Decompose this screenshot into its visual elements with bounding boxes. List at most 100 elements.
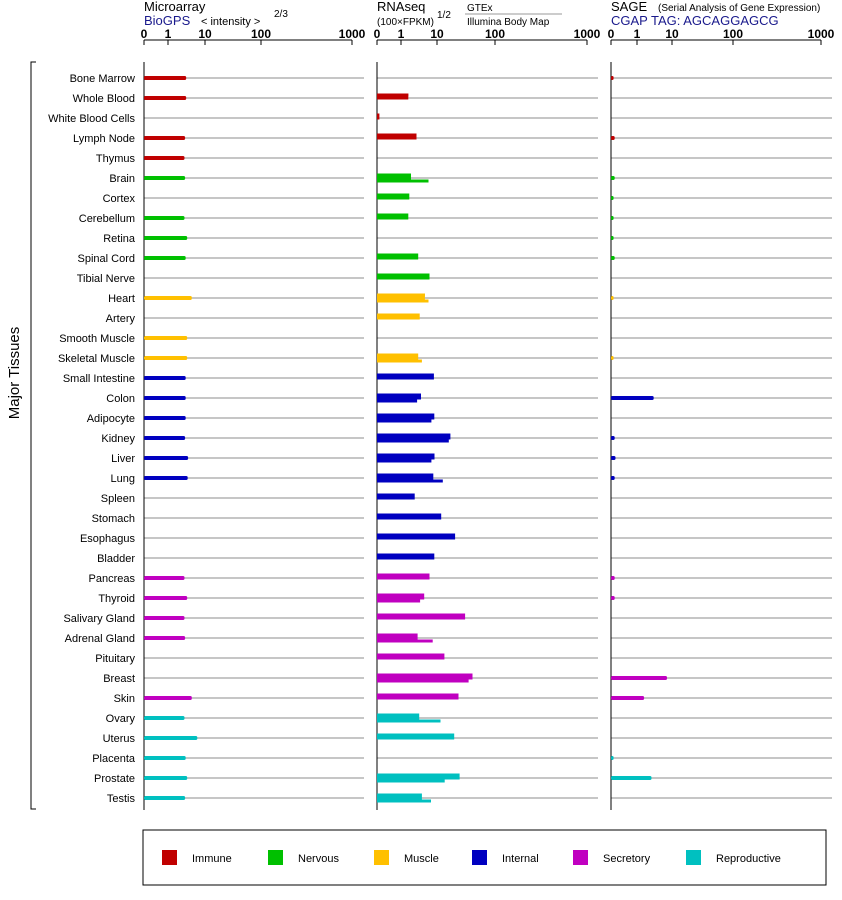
- bar-sage-colon: [611, 396, 654, 400]
- bar-rnaseq-prostate: [377, 779, 445, 783]
- bar-sage-prostate: [611, 776, 652, 780]
- tissue-label: Adrenal Gland: [65, 633, 135, 645]
- legend-label-reproductive: Reproductive: [716, 853, 781, 865]
- bar-microarray-salivary-gland: [144, 616, 185, 620]
- legend: Immune Nervous Muscle Internal Secretory Repr…: [162, 850, 781, 865]
- bar-microarray-skin: [144, 696, 192, 700]
- tissue-label: Brain: [109, 173, 135, 185]
- axis-tick-label: 100: [251, 27, 271, 41]
- bar-sage-thyroid: [611, 596, 615, 600]
- rnaseq-axis-label: (100×FPKM): [377, 17, 434, 28]
- bar-rnaseq-bladder: [377, 556, 435, 560]
- sage-title-note: (Serial Analysis of Gene Expression): [658, 3, 820, 14]
- bar-rnaseq-colon: [377, 393, 421, 397]
- bar-rnaseq-adipocyte: [377, 413, 435, 417]
- axis-tick-label: 0: [608, 27, 615, 41]
- axis-tick-label: 1: [634, 27, 641, 41]
- y-axis-bracket: [30, 61, 36, 810]
- bar-sage-skeletal-muscle: [611, 356, 614, 360]
- legend-swatch-reproductive: [686, 850, 701, 865]
- axis-tick-label: 1000: [808, 27, 835, 41]
- bar-rnaseq-white-blood-cells: [377, 116, 380, 120]
- legend-label-muscle: Muscle: [404, 853, 439, 865]
- bar-rnaseq-heart: [377, 293, 425, 297]
- bar-rnaseq-lymph-node: [377, 133, 417, 137]
- panel-header-microarray: Microarray BioGPS < intensity > 2/3: [144, 0, 288, 28]
- bar-rnaseq-lung: [377, 473, 434, 477]
- tissue-label: Thyroid: [98, 593, 135, 605]
- bar-rnaseq-lymph-node: [377, 136, 417, 140]
- chart-panels: 0 1 10 100 1000 0 1 10 100 1000 0 1 10 100 1000: [141, 27, 835, 810]
- axis-tick-label: 0: [374, 27, 381, 41]
- tissue-label: Adipocyte: [87, 413, 135, 425]
- axis-tick-label: 1: [165, 27, 172, 41]
- bar-rnaseq-heart: [377, 299, 429, 303]
- bar-rnaseq-colon: [377, 396, 421, 400]
- sage-title: SAGE: [611, 0, 647, 14]
- bar-rnaseq-pituitary: [377, 656, 445, 660]
- tissue-label: Bladder: [97, 553, 135, 565]
- bar-rnaseq-small-intestine: [377, 376, 434, 380]
- tissue-label: Prostate: [94, 773, 135, 785]
- bar-microarray-thyroid: [144, 596, 188, 600]
- bar-microarray-adipocyte: [144, 416, 186, 420]
- bar-rnaseq-thyroid: [377, 599, 421, 603]
- tissue-label: Skin: [114, 693, 135, 705]
- bar-rnaseq-kidney: [377, 439, 449, 443]
- bar-rnaseq-adipocyte: [377, 416, 435, 420]
- microarray-subtitle: BioGPS: [144, 13, 191, 28]
- bar-rnaseq-brain: [377, 176, 411, 180]
- bar-sage-lymph-node: [611, 136, 615, 140]
- y-axis-label: Major Tissues: [6, 327, 23, 420]
- bar-rnaseq-prostate: [377, 776, 460, 780]
- rnaseq-legend-gtex: GTEx: [467, 3, 493, 14]
- bar-rnaseq-spinal-cord: [377, 256, 419, 260]
- bar-microarray-retina: [144, 236, 188, 240]
- bar-rnaseq-liver: [377, 453, 435, 457]
- bar-rnaseq-white-blood-cells: [377, 113, 380, 117]
- tissue-label: Liver: [111, 453, 135, 465]
- bar-rnaseq-salivary-gland: [377, 616, 466, 620]
- tissue-label: Stomach: [92, 513, 135, 525]
- tissue-label: Testis: [107, 793, 136, 805]
- bar-rnaseq-testis: [377, 796, 422, 800]
- bar-microarray-kidney: [144, 436, 186, 440]
- axis-tick-label: 1: [398, 27, 405, 41]
- tissue-label: Esophagus: [80, 533, 136, 545]
- bar-rnaseq-esophagus: [377, 533, 456, 537]
- microarray-title: Microarray: [144, 0, 206, 14]
- bar-microarray-spinal-cord: [144, 256, 186, 260]
- bar-rnaseq-pancreas: [377, 573, 430, 577]
- bar-rnaseq-bladder: [377, 553, 435, 557]
- bar-sage-placenta: [611, 756, 614, 760]
- bar-rnaseq-ovary: [377, 713, 420, 717]
- bar-rnaseq-uterus: [377, 736, 455, 740]
- bar-rnaseq-ovary: [377, 716, 420, 720]
- bar-rnaseq-testis: [377, 799, 431, 803]
- microarray-axis-exponent: 2/3: [274, 9, 288, 20]
- bar-rnaseq-small-intestine: [377, 373, 434, 377]
- legend-label-internal: Internal: [502, 853, 539, 865]
- panel-rnaseq: 0 1 10 100 1000: [374, 27, 601, 810]
- tissue-label: Placenta: [92, 753, 136, 765]
- bar-microarray-lymph-node: [144, 136, 186, 140]
- legend-label-nervous: Nervous: [298, 853, 339, 865]
- sage-subtitle: CGAP TAG: AGCAGGAGCG: [611, 13, 779, 28]
- tissue-label: Colon: [106, 393, 135, 405]
- legend-swatch-secretory: [573, 850, 588, 865]
- bar-microarray-adrenal-gland: [144, 636, 186, 640]
- bar-sage-retina: [611, 236, 614, 240]
- bar-rnaseq-testis: [377, 793, 422, 797]
- legend-label-immune: Immune: [192, 853, 232, 865]
- tissue-label: Ovary: [106, 713, 136, 725]
- tissue-label: Spleen: [101, 493, 135, 505]
- axis-tick-label: 10: [430, 27, 444, 41]
- tissue-label: Bone Marrow: [70, 73, 135, 85]
- legend-swatch-immune: [162, 850, 177, 865]
- axis-tick-label: 1000: [339, 27, 366, 41]
- bar-rnaseq-cerebellum: [377, 213, 409, 217]
- microarray-axis-label: < intensity >: [201, 16, 260, 28]
- bar-microarray-brain: [144, 176, 186, 180]
- bar-microarray-uterus: [144, 736, 198, 740]
- bar-rnaseq-kidney: [377, 436, 451, 440]
